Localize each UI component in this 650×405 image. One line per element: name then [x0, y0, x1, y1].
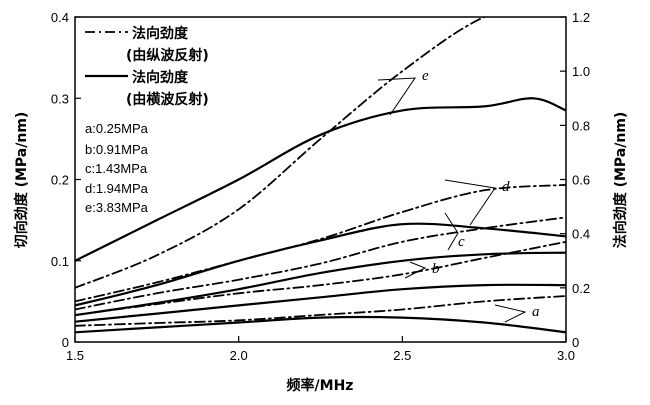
series-line-d-solid: [75, 222, 566, 307]
y-axis-title-left: 切向劲度 (MPa/nm): [13, 112, 30, 249]
x-tick-label: 1.5: [66, 348, 84, 363]
y-tick-label-left: 0.3: [51, 91, 69, 106]
series-line-c-solid: [75, 251, 566, 317]
curve-label-c: c: [458, 234, 465, 250]
y-tick-label-left: 0: [62, 335, 69, 350]
series-line-e-solid: [75, 97, 566, 262]
y-tick-label-right: 0: [572, 335, 579, 350]
series-line-c-dash-dot: [75, 216, 566, 311]
series-line-e-dash-dot: [75, 17, 487, 289]
condition-d: d:1.94MPa: [85, 181, 149, 196]
x-tick-label: 3.0: [557, 348, 575, 363]
x-tick-label: 2.0: [230, 348, 248, 363]
y-tick-label-right: 1.0: [572, 64, 590, 79]
leader-c: [444, 212, 459, 251]
y-tick-label-right: 0.6: [572, 173, 590, 188]
x-tick-label: 2.5: [393, 348, 411, 363]
legend-label-transverse-1: 法向劲度: [132, 69, 189, 86]
series-line-a-dash-dot: [75, 295, 566, 327]
legend: 法向劲度 (由纵波反射) 法向劲度 (由横波反射): [85, 25, 209, 108]
condition-e: e:3.83MPa: [85, 200, 149, 215]
condition-b: b:0.91MPa: [85, 142, 149, 157]
series-layer: [75, 17, 566, 334]
leader-b: [404, 261, 427, 279]
y-tick-label-left: 0.2: [51, 173, 69, 188]
curve-label-a: a: [532, 304, 540, 320]
axis-ticks: 1.5 2.0 2.5 3.000.10.20.30.400.20.40.60.81.…: [51, 10, 590, 363]
series-line-a-solid: [75, 315, 566, 334]
y-axis-title-right: 法向劲度 (MPa/nm): [612, 112, 629, 249]
x-axis-title: 频率/MHz: [287, 377, 354, 394]
legend-label-longitudinal-1: 法向劲度: [132, 25, 189, 42]
y-tick-label-right: 0.2: [572, 281, 590, 296]
leader-e: [377, 77, 416, 116]
condition-c: c:1.43MPa: [85, 161, 148, 176]
y-tick-label-left: 0.1: [51, 254, 69, 269]
legend-label-transverse-2: (由横波反射): [126, 91, 209, 108]
y-tick-label-right: 1.2: [572, 10, 590, 25]
conditions-list: a:0.25MPa b:0.91MPa c:1.43MPa d:1.94MPa …: [85, 121, 149, 215]
leader-d: [444, 179, 496, 226]
series-line-b-solid: [75, 283, 566, 323]
leader-a: [494, 304, 527, 323]
legend-label-longitudinal-2: (由纵波反射): [126, 47, 209, 64]
curve-label-b: b: [432, 261, 440, 277]
curve-label-d: d: [502, 179, 510, 195]
curve-annotations: [377, 77, 527, 323]
series-line-d-dash-dot: [75, 184, 566, 303]
plot-frame: [74, 16, 567, 343]
y-tick-label-right: 0.4: [572, 227, 590, 242]
y-tick-label-right: 0.8: [572, 118, 590, 133]
curve-label-e: e: [422, 68, 429, 84]
y-tick-label-left: 0.4: [51, 10, 69, 25]
condition-a: a:0.25MPa: [85, 121, 149, 136]
